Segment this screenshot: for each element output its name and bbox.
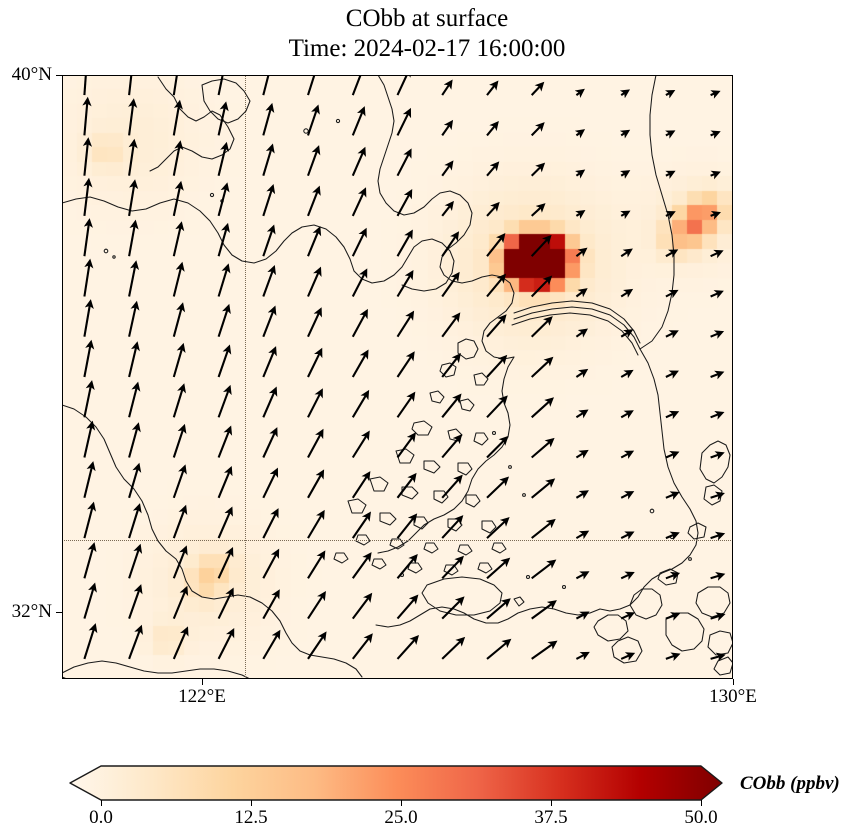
chart-subtitle-time: Time: 2024-02-17 16:00:00 [288,35,566,62]
ytick-label-32N: 32°N [11,601,52,622]
cbar-tick-25 [401,800,402,806]
colorbar-axis-label: CObb (ppbv) [740,773,840,794]
cbar-tick-50 [701,800,702,806]
ytick-32N-mark [56,612,62,613]
ytick-40N-mark [56,75,62,76]
xtick-122E-mark [202,679,203,685]
cbar-label-12_5: 12.5 [234,807,268,828]
cbar-tick-12_5 [251,800,252,806]
cbar-label-37_5: 37.5 [534,807,568,828]
ytick-label-40N: 40°N [11,64,52,85]
cbar-label-25: 25.0 [384,807,418,828]
wind-vector-layer [82,75,726,662]
chart-title-block: CObb at surface Time: 2024-02-17 16:00:0… [0,4,854,64]
cbar-tick-0 [101,800,102,806]
xtick-130E-mark [733,679,734,685]
xtick-label-122E: 122°E [178,686,226,707]
gridline-122E [245,75,246,679]
cbar-label-50: 50.0 [684,807,718,828]
cbar-label-0: 0.0 [89,807,113,828]
cbar-tick-37_5 [551,800,552,806]
map-plot-area [62,75,733,679]
gridline-32N [62,539,733,541]
page-title: CObb at surface [345,5,509,32]
xtick-label-130E: 130°E [709,686,757,707]
